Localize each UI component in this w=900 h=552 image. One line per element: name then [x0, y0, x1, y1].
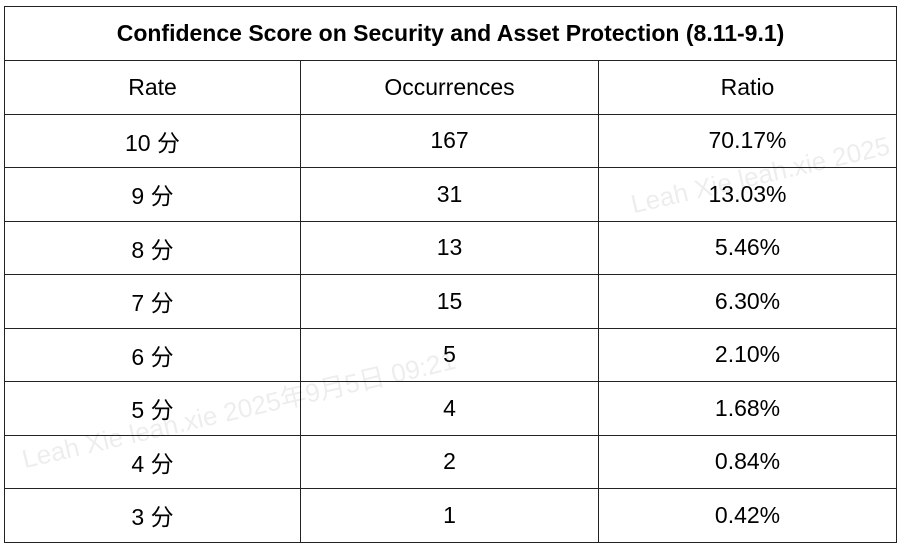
table-title: Confidence Score on Security and Asset P… [3, 6, 898, 61]
rate-cell: 5 分 [4, 381, 301, 436]
rate-cell: 8 分 [4, 220, 301, 275]
ratio-cell: 6.30% [597, 274, 898, 329]
rate-cell: 7 分 [4, 274, 301, 329]
header-ratio: Ratio [597, 60, 898, 115]
ratio-cell: 70.17% [597, 113, 898, 168]
occurrences-cell: 31 [300, 167, 599, 222]
table-row: 6 分 5 2.10% [4, 327, 898, 382]
table-title-row: Confidence Score on Security and Asset P… [3, 6, 898, 61]
header-rate: Rate [4, 60, 301, 115]
table-row: 10 分 167 70.17% [4, 113, 898, 168]
occurrences-cell: 167 [300, 113, 599, 168]
rate-cell: 9 分 [4, 167, 301, 222]
ratio-cell: 1.68% [597, 381, 898, 436]
ratio-cell: 0.42% [597, 488, 898, 543]
ratio-cell: 13.03% [597, 167, 898, 222]
rate-cell: 10 分 [4, 113, 301, 168]
ratio-cell: 2.10% [597, 327, 898, 382]
confidence-score-table: Confidence Score on Security and Asset P… [3, 6, 898, 543]
occurrences-cell: 2 [300, 434, 599, 489]
table-row: 4 分 2 0.84% [4, 434, 898, 489]
table-row: 8 分 13 5.46% [4, 220, 898, 275]
table-row: 9 分 31 13.03% [4, 167, 898, 222]
ratio-cell: 0.84% [597, 434, 898, 489]
occurrences-cell: 4 [300, 381, 599, 436]
table-header-row: Rate Occurrences Ratio [4, 60, 898, 115]
rate-cell: 3 分 [4, 488, 301, 543]
rate-cell: 4 分 [4, 434, 301, 489]
rate-cell: 6 分 [4, 327, 301, 382]
occurrences-cell: 1 [300, 488, 599, 543]
table-row: 7 分 15 6.30% [4, 274, 898, 329]
table-row: 5 分 4 1.68% [4, 381, 898, 436]
table-row: 3 分 1 0.42% [4, 488, 898, 543]
occurrences-cell: 5 [300, 327, 599, 382]
header-occurrences: Occurrences [300, 60, 599, 115]
ratio-cell: 5.46% [597, 220, 898, 275]
occurrences-cell: 15 [300, 274, 599, 329]
occurrences-cell: 13 [300, 220, 599, 275]
data-table-container: Confidence Score on Security and Asset P… [3, 6, 898, 543]
